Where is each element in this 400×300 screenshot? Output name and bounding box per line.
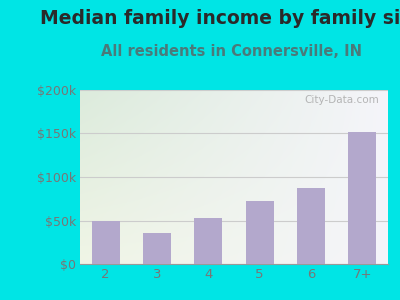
Bar bbox=[297, 188, 325, 264]
Bar bbox=[92, 220, 120, 264]
Bar bbox=[194, 218, 222, 264]
Text: City-Data.com: City-Data.com bbox=[304, 95, 379, 105]
Text: All residents in Connersville, IN: All residents in Connersville, IN bbox=[102, 44, 362, 59]
Bar bbox=[246, 201, 274, 264]
Bar bbox=[143, 233, 171, 264]
Text: Median family income by family size: Median family income by family size bbox=[40, 9, 400, 28]
Bar bbox=[348, 132, 376, 264]
